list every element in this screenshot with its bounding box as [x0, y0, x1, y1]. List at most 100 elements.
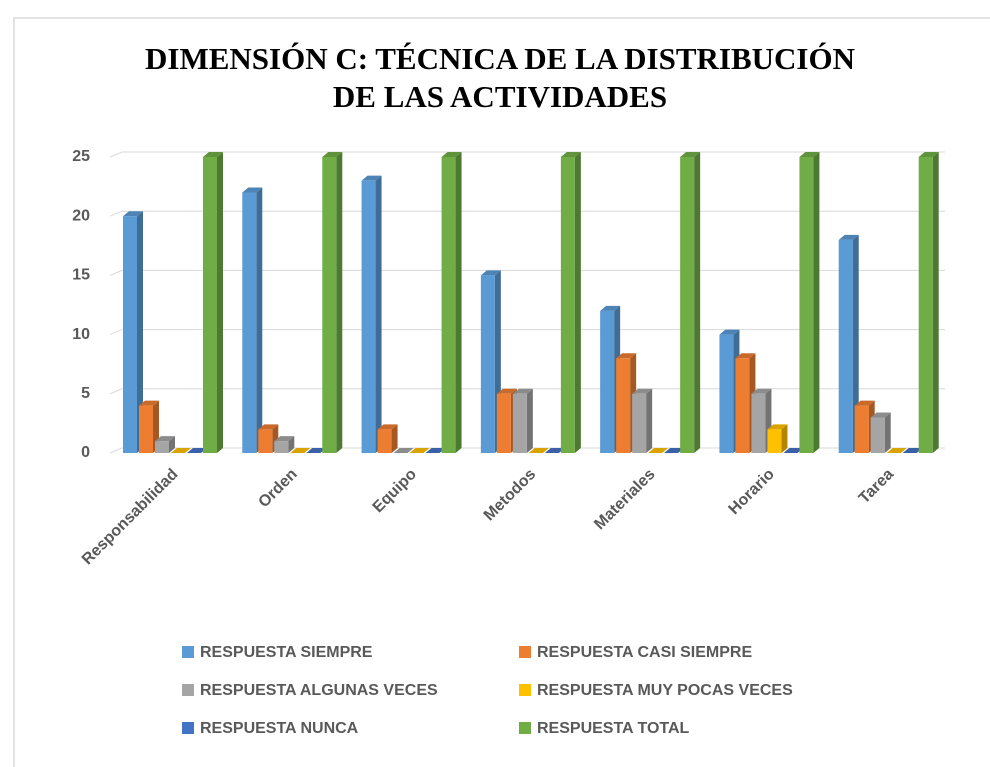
bar-top: [918, 152, 939, 157]
bar-top: [290, 448, 311, 453]
bar: [441, 157, 456, 453]
bar-top: [322, 152, 343, 157]
bar-side: [375, 175, 382, 453]
bar: [377, 429, 392, 453]
bar: [274, 441, 289, 453]
bar-top: [870, 412, 891, 418]
grid-line: [109, 329, 945, 336]
bar-top: [258, 424, 279, 430]
x-tick-label: Responsabilidad: [79, 466, 182, 569]
bar-side: [852, 234, 859, 453]
bar-top: [799, 152, 820, 157]
bar-top: [361, 175, 382, 181]
chart-title: DIMENSIÓN C: TÉCNICA DE LA DISTRIBUCIÓN: [145, 41, 855, 76]
legend-swatch: [519, 646, 531, 658]
bar: [242, 192, 257, 453]
bar-top: [719, 329, 740, 335]
bar-top: [735, 353, 756, 359]
bar: [155, 441, 169, 453]
bar-top: [664, 448, 685, 453]
y-tick-label: 0: [81, 444, 90, 461]
x-tick-label: Orden: [255, 466, 300, 511]
bar-top: [767, 424, 788, 430]
grid-line: [109, 151, 945, 158]
bar-side: [884, 412, 891, 453]
bar-top: [544, 448, 565, 453]
y-tick-label: 10: [72, 326, 90, 343]
grid-line: [109, 388, 945, 395]
x-tick-label: Horario: [726, 466, 778, 518]
bar-side: [137, 211, 143, 453]
bar-side: [288, 436, 295, 453]
bar-top: [242, 187, 263, 193]
bar-top: [680, 152, 701, 157]
legend-label: RESPUESTA TOTAL: [537, 720, 690, 737]
bar-side: [256, 187, 263, 453]
legend-swatch: [182, 722, 194, 734]
bar-top: [632, 388, 653, 394]
legend-label: RESPUESTA ALGUNAS VECES: [200, 682, 438, 699]
bar-side: [391, 424, 398, 453]
bar-top: [306, 448, 327, 453]
grid-line: [109, 269, 945, 276]
bar: [838, 239, 853, 453]
bar-top: [409, 448, 430, 453]
bar-top: [187, 448, 207, 453]
bar-top: [783, 448, 804, 453]
bar: [680, 157, 695, 453]
legend-label: RESPUESTA MUY POCAS VECES: [537, 682, 793, 699]
bar-top: [560, 152, 581, 157]
bar: [719, 334, 734, 453]
bar: [322, 157, 337, 453]
legend-swatch: [182, 646, 194, 658]
bar-top: [528, 448, 549, 453]
bar: [512, 393, 527, 453]
y-tick-label: 15: [72, 267, 90, 284]
bar-top: [648, 448, 669, 453]
bar-top: [123, 211, 143, 217]
bar: [123, 216, 137, 453]
x-tick-label: Equipo: [370, 466, 421, 517]
bar-side: [526, 388, 533, 453]
bar-top: [155, 436, 175, 442]
y-tick-label: 5: [81, 385, 90, 402]
bar-top: [886, 448, 907, 453]
bar-side: [169, 436, 175, 453]
bar-side: [574, 152, 581, 453]
bar: [735, 358, 750, 453]
x-tick-label: Tarea: [856, 466, 897, 507]
legend-label: RESPUESTA NUNCA: [200, 720, 359, 737]
bar-top: [274, 436, 295, 442]
bar-top: [751, 388, 772, 394]
bar: [632, 393, 647, 453]
x-tick-label: Metodos: [481, 466, 540, 525]
bar: [616, 358, 631, 453]
bar: [496, 393, 511, 453]
y-tick-label: 25: [72, 148, 90, 165]
bar-top: [203, 152, 223, 157]
bar: [799, 157, 814, 453]
bar-top: [425, 448, 446, 453]
bar: [361, 180, 376, 453]
bar-top: [496, 388, 517, 394]
bar-top: [139, 400, 159, 406]
bar-top: [600, 305, 621, 311]
bar: [480, 275, 495, 453]
bar-side: [694, 152, 701, 453]
bar-top: [377, 424, 398, 430]
bar-side: [646, 388, 653, 453]
chart-border: [13, 17, 990, 767]
bar-top: [616, 353, 637, 359]
bar: [600, 310, 615, 453]
legend-label: RESPUESTA SIEMPRE: [200, 644, 373, 661]
bar: [139, 405, 153, 453]
bar-top: [480, 270, 501, 276]
legend-swatch: [519, 722, 531, 734]
bar: [560, 157, 575, 453]
grid-line: [109, 210, 945, 217]
bar-top: [854, 400, 875, 406]
chart-title: DE LAS ACTIVIDADES: [333, 79, 667, 114]
legend-swatch: [519, 684, 531, 696]
bar-side: [336, 152, 343, 453]
legend-label: RESPUESTA CASI SIEMPRE: [537, 644, 752, 661]
